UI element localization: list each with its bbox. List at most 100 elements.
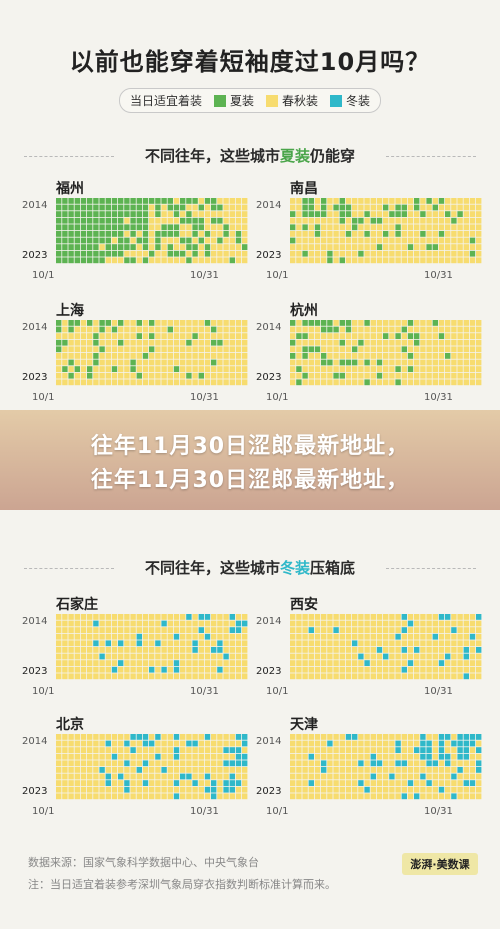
heatmap-cell <box>186 198 192 204</box>
heatmap-cell <box>314 320 321 326</box>
heatmap-cell <box>223 204 229 211</box>
heatmap-cell <box>445 740 451 747</box>
heatmap-cell <box>105 326 111 333</box>
heatmap-cell <box>80 204 87 211</box>
heatmap-cell <box>364 780 370 786</box>
heatmap-cell <box>327 793 333 800</box>
heatmap-cell <box>469 793 476 800</box>
heatmap-cell <box>80 747 87 753</box>
heatmap-cell <box>457 244 463 250</box>
heatmap-cell <box>352 640 358 647</box>
heatmap-cell <box>211 379 217 386</box>
heatmap-cell <box>426 620 432 627</box>
heatmap-cell <box>223 244 229 250</box>
heatmap-cell <box>80 793 87 800</box>
heatmap-cell <box>217 346 223 353</box>
heatmap-cell <box>173 320 180 326</box>
heatmap-cell <box>229 614 235 620</box>
heatmap-cell <box>420 198 426 204</box>
heatmap-cell <box>432 767 438 773</box>
heatmap-cell <box>290 244 296 250</box>
heatmap-cell <box>186 359 192 366</box>
heatmap-cell <box>93 614 99 620</box>
heatmap-cell <box>56 231 62 237</box>
heatmap-cell <box>155 333 161 339</box>
heatmap-cell <box>93 660 99 666</box>
heatmap-cell <box>161 633 167 640</box>
heatmap-cell <box>68 366 74 372</box>
heatmap-cell <box>414 257 420 264</box>
heatmap-cell <box>80 198 87 204</box>
heatmap-cell <box>74 346 80 353</box>
heatmap-cell <box>389 780 395 786</box>
heatmap-cell <box>242 666 248 673</box>
heatmap-cell <box>321 614 327 620</box>
heatmap-cell <box>327 257 333 264</box>
heatmap-cell <box>217 747 223 753</box>
heatmap-cell <box>476 747 482 753</box>
heatmap-cell <box>204 747 211 753</box>
heatmap-cell <box>432 793 438 800</box>
heatmap-cell <box>395 614 401 620</box>
heatmap-cell <box>211 339 217 346</box>
heatmap-cell <box>358 333 364 339</box>
heatmap-cell <box>451 614 457 620</box>
heatmap-cell <box>457 257 463 264</box>
heatmap-cell <box>339 353 345 359</box>
heatmap-cell <box>74 753 80 760</box>
heatmap-cell <box>130 346 136 353</box>
heatmap-cell <box>173 793 180 800</box>
heatmap-cell <box>93 320 99 326</box>
heatmap-cell <box>186 793 192 800</box>
heatmap-cell <box>296 760 302 767</box>
heatmap-cell <box>445 647 451 653</box>
heatmap-cell <box>370 647 376 653</box>
heatmap-cell <box>321 204 327 211</box>
heatmap-cell <box>124 760 130 767</box>
heatmap-cell <box>74 333 80 339</box>
heatmap-cell <box>476 366 482 372</box>
heatmap-cell <box>186 734 192 740</box>
heatmap-cell <box>62 640 68 647</box>
heatmap-cell <box>204 780 211 786</box>
heatmap-cell <box>451 320 457 326</box>
heatmap-cell <box>198 614 204 620</box>
heatmap-cell <box>457 780 463 786</box>
heatmap-cell <box>389 760 395 767</box>
heatmap-cell <box>401 673 407 680</box>
heatmap-cell <box>389 734 395 740</box>
heatmap-cell <box>124 620 130 627</box>
heatmap-cell <box>93 734 99 740</box>
heatmap-cell <box>242 353 248 359</box>
heatmap-cell <box>333 231 339 237</box>
heatmap-cell <box>167 353 173 359</box>
heatmap-cell <box>87 346 93 353</box>
heatmap-cell <box>142 673 149 680</box>
heatmap-cell <box>438 780 445 786</box>
heatmap-cell <box>211 793 217 800</box>
heatmap-cell <box>99 257 105 264</box>
heatmap-cell <box>149 627 155 633</box>
heatmap-cell <box>345 780 352 786</box>
heatmap-cell <box>180 204 186 211</box>
heatmap-cell <box>383 339 389 346</box>
heatmap-cell <box>327 333 333 339</box>
heatmap-hangzhou <box>290 320 482 386</box>
heatmap-cell <box>173 339 180 346</box>
heatmap-cell <box>99 244 105 250</box>
heatmap-cell <box>395 346 401 353</box>
heatmap-cell <box>469 257 476 264</box>
heatmap-cell <box>136 773 142 780</box>
heatmap-cell <box>308 237 314 244</box>
heatmap-cell <box>389 666 395 673</box>
heatmap-cell <box>451 780 457 786</box>
heatmap-cell <box>358 372 364 379</box>
heatmap-cell <box>308 339 314 346</box>
heatmap-cell <box>345 346 352 353</box>
heatmap-cell <box>296 237 302 244</box>
heatmap-cell <box>321 224 327 231</box>
heatmap-cell <box>333 250 339 257</box>
heatmap-cell <box>204 217 211 224</box>
heatmap-cell <box>451 326 457 333</box>
heatmap-cell <box>389 204 395 211</box>
